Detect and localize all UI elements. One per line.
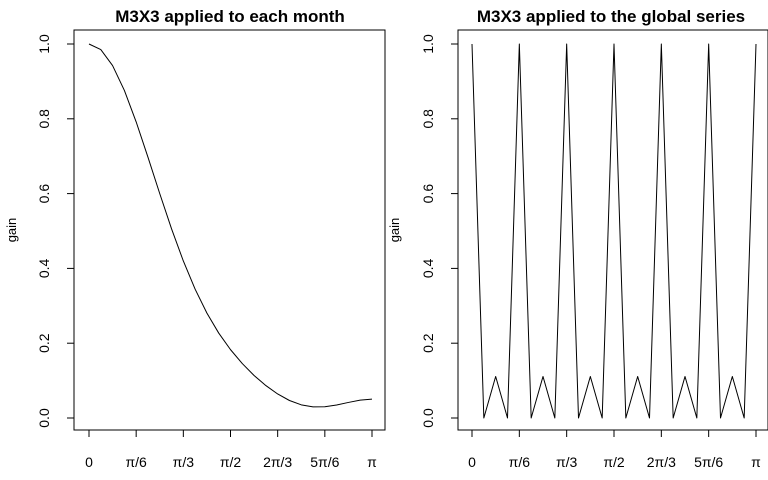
panel2-x-tick-label: 5π/6 <box>694 454 723 470</box>
panel2-x-tick-label: π/2 <box>603 454 625 470</box>
panel1-x-tick-label: 0 <box>85 454 93 470</box>
panel2-y-tick-label: 0.6 <box>420 184 436 204</box>
panel2-y-tick-label: 0.2 <box>420 333 436 353</box>
panel1-y-tick-label: 0.8 <box>36 109 52 129</box>
panel1-x-tick-label: π <box>367 454 377 470</box>
panel2-x-tick-label: π/6 <box>509 454 531 470</box>
panel1-plot-frame <box>73 29 386 431</box>
panel1-y-tick-label: 0.2 <box>36 333 52 353</box>
panel2-x-tick-label: 2π/3 <box>647 454 676 470</box>
panel1-y-tick-label: 1.0 <box>36 34 52 54</box>
panel1-y-axis-label: gain <box>4 218 19 243</box>
panel1-x-tick-label: π/6 <box>125 454 147 470</box>
panel1-y-tick-label: 0.4 <box>36 258 52 278</box>
panel2-y-tick-label: 1.0 <box>420 34 436 54</box>
panel2-y-tick-label: 0.4 <box>420 258 436 278</box>
panel1-x-tick-label: 2π/3 <box>263 454 292 470</box>
panel1-x-tick-label: π/3 <box>173 454 195 470</box>
panel2-chart-title: M3X3 applied to the global series <box>477 7 745 26</box>
panel2-x-tick-label: π <box>751 454 761 470</box>
panel1-x-tick-label: 5π/6 <box>310 454 339 470</box>
panel2-gain-line <box>471 43 757 419</box>
panel1-y-tick-label: 0.6 <box>36 184 52 204</box>
panel2-x-tick-label: 0 <box>468 454 476 470</box>
panel2-y-tick-label: 0.0 <box>420 408 436 428</box>
panel1-x-tick-label: π/2 <box>220 454 242 470</box>
panel2-y-tick-label: 0.8 <box>420 109 436 129</box>
panel1-gain-line <box>88 43 373 408</box>
panel1-chart-title: M3X3 applied to each month <box>115 7 345 26</box>
panel2-y-axis-label: gain <box>387 218 402 243</box>
panel1-y-tick-label: 0.0 <box>36 408 52 428</box>
panel2-x-tick-label: π/3 <box>556 454 578 470</box>
